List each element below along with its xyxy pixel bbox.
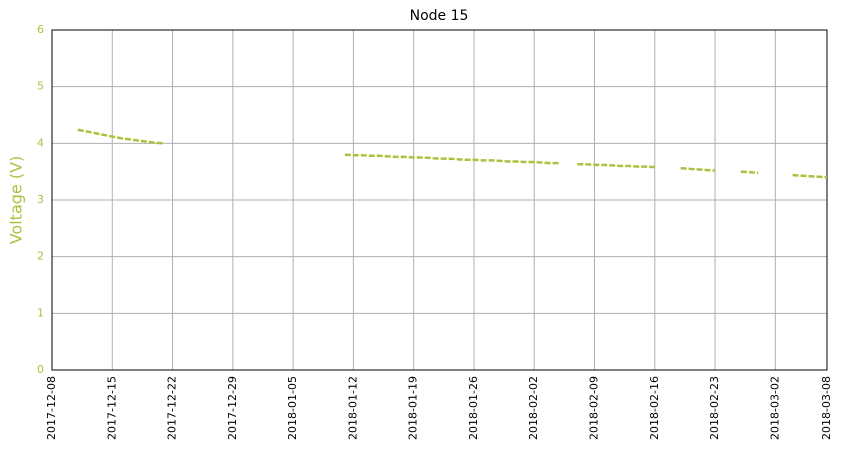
x-tick-label: 2018-03-08 <box>820 376 833 440</box>
y-tick-label: 3 <box>37 193 44 206</box>
x-tick-label: 2017-12-08 <box>45 376 58 440</box>
y-tick-label: 0 <box>37 363 44 376</box>
x-tick-label: 2018-01-19 <box>407 376 420 440</box>
x-tick-label: 2018-01-12 <box>346 376 359 440</box>
y-tick-label: 4 <box>37 136 44 149</box>
plot-frame <box>51 29 828 371</box>
y-tick-label: 2 <box>37 250 44 263</box>
x-tick-label: 2018-02-23 <box>708 376 721 440</box>
y-axis-label: Voltage (V) <box>7 156 26 245</box>
x-tick-label: 2018-01-26 <box>467 376 480 440</box>
chart-title: Node 15 <box>410 8 469 24</box>
y-tick-label: 5 <box>37 80 44 93</box>
x-tick-label: 2018-02-02 <box>527 376 540 440</box>
x-tick-label: 2018-03-02 <box>768 376 781 440</box>
x-tick-label: 2017-12-22 <box>166 376 179 440</box>
x-tick-label: 2017-12-15 <box>105 376 118 440</box>
x-tick-label: 2018-02-09 <box>588 376 601 440</box>
x-tick-label: 2018-02-16 <box>648 376 661 440</box>
x-tick-label: 2017-12-29 <box>226 376 239 440</box>
y-tick-label: 1 <box>37 306 44 319</box>
data-line <box>77 128 828 179</box>
x-tick-label: 2018-01-05 <box>286 376 299 440</box>
y-tick-label: 6 <box>37 23 44 36</box>
